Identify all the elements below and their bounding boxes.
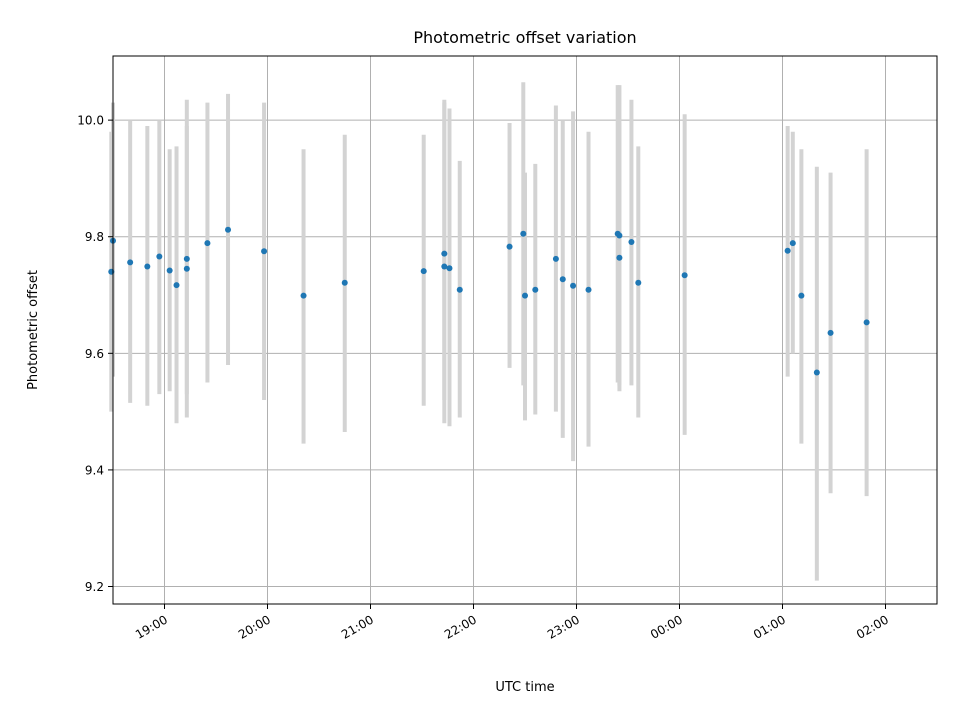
data-point — [166, 267, 173, 274]
y-tick-label: 10.0 — [77, 114, 104, 128]
data-point — [173, 282, 180, 289]
data-point — [300, 292, 307, 299]
data-point — [552, 255, 559, 262]
y-axis-ticks: 9.2 9.4 9.6 9.8 10.0 — [77, 114, 113, 594]
plot-frame — [112, 55, 938, 605]
data-point — [559, 276, 566, 283]
data-point — [570, 282, 577, 289]
chart-title: Photometric offset variation — [413, 28, 636, 47]
data-point — [813, 369, 820, 376]
data-point — [506, 243, 513, 250]
data-point — [341, 279, 348, 286]
y-tick-label: 9.4 — [85, 463, 104, 477]
data-point — [225, 226, 232, 233]
data-point — [520, 230, 527, 237]
data-point — [616, 254, 623, 261]
x-axis-label: UTC time — [495, 680, 554, 695]
data-point — [789, 240, 796, 247]
data-point — [784, 247, 791, 254]
y-tick-label: 9.2 — [85, 580, 104, 594]
data-point — [156, 253, 163, 260]
data-point — [532, 286, 539, 293]
data-point — [446, 265, 453, 272]
data-point — [522, 292, 528, 299]
y-axis-label: Photometric offset — [26, 270, 41, 390]
data-point — [204, 240, 211, 247]
data-point — [827, 329, 834, 336]
data-point — [863, 319, 870, 326]
data-point — [628, 238, 635, 245]
data-point — [144, 263, 151, 270]
data-point — [616, 232, 623, 239]
data-points — [108, 226, 870, 376]
data-point — [635, 279, 642, 286]
data-point — [585, 286, 592, 293]
y-tick-label: 9.8 — [85, 230, 104, 244]
data-point — [183, 265, 190, 272]
data-point — [456, 286, 463, 293]
data-point — [441, 250, 448, 257]
data-point — [183, 255, 190, 262]
data-point — [798, 292, 805, 299]
data-point — [681, 272, 688, 279]
data-point — [261, 248, 268, 255]
data-point — [441, 263, 448, 270]
data-point — [420, 268, 427, 275]
data-point — [127, 259, 134, 266]
y-tick-label: 9.6 — [85, 347, 104, 361]
